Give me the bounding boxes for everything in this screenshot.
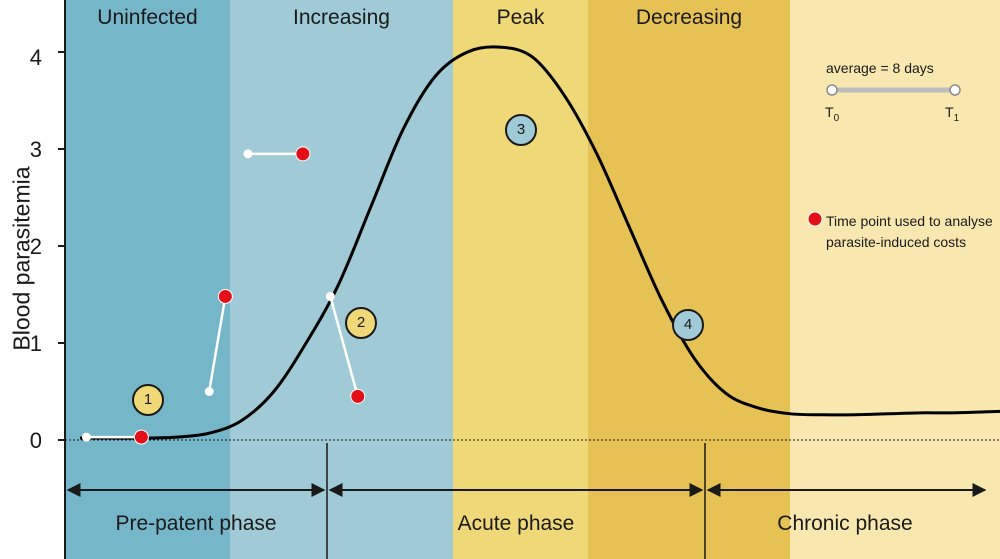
legend-t1-point (949, 84, 961, 96)
stage-band-3 (453, 0, 588, 559)
white-point-1 (81, 432, 91, 442)
white-segment-2 (207, 296, 227, 392)
red-time-point-3 (295, 146, 311, 162)
stage-label-increasing: Increasing (293, 6, 390, 29)
phase-label-acute: Acute phase (457, 512, 575, 535)
legend-red-dot-text: Time point used to analyse parasite-indu… (826, 213, 993, 250)
parasitemia-curve (80, 45, 1000, 440)
stage-label-uninfected: Uninfected (97, 6, 198, 29)
red-time-point-1 (133, 429, 149, 445)
badge-3: 3 (505, 114, 537, 146)
y-tick-2: 2 (29, 234, 42, 259)
white-segment-4 (329, 296, 359, 397)
y-tick-1: 1 (29, 331, 42, 356)
white-point-3 (243, 149, 253, 159)
legend-average-text: average = 8 days (826, 60, 934, 76)
stage-band-5 (790, 0, 1000, 559)
badge-2: 2 (345, 307, 377, 339)
legend-red-dot (807, 211, 823, 227)
legend-t1: T1 (945, 104, 960, 124)
badge-4: 4 (672, 309, 704, 341)
white-point-4 (325, 291, 335, 301)
stage-label-decreasing: Decreasing (635, 6, 743, 29)
stage-label-peak: Peak (496, 6, 545, 29)
white-point-2 (204, 387, 214, 396)
stage-band-4 (588, 0, 790, 559)
y-tick-4: 4 (29, 45, 42, 70)
stage-band-1 (65, 0, 230, 559)
legend-t0-point (826, 84, 838, 96)
badge-1: 1 (132, 384, 164, 416)
red-time-point-2 (217, 288, 233, 304)
red-time-point-4 (350, 388, 366, 404)
phase-label-chronic: Chronic phase (777, 512, 913, 535)
y-tick-0: 0 (29, 428, 42, 453)
y-tick-3: 3 (29, 137, 42, 162)
legend-t0: T0 (825, 104, 840, 124)
phase-label-pre-patent: Pre-patent phase (115, 512, 277, 535)
